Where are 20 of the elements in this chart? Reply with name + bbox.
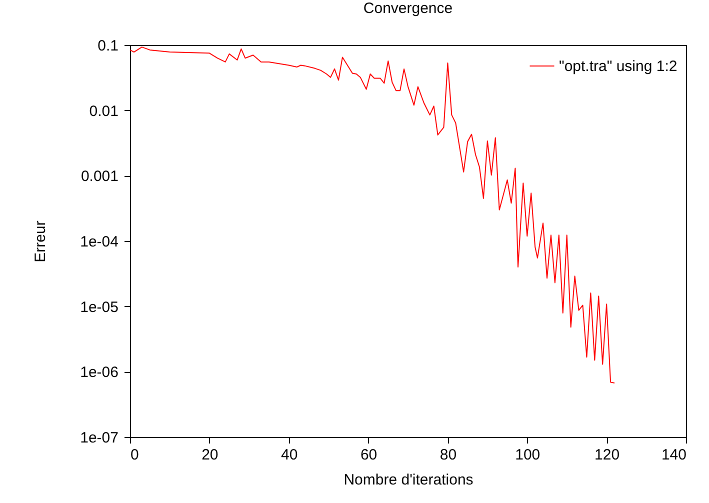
- x-tick-label: 20: [202, 446, 218, 464]
- x-tick-label: 40: [281, 446, 298, 464]
- legend-label: "opt.tra" using 1:2: [559, 58, 678, 75]
- y-tick-label: 1e-04: [80, 234, 118, 250]
- x-tick-label: 120: [594, 446, 620, 464]
- x-tick-label: 80: [440, 446, 457, 464]
- y-axis-title: Erreur: [32, 220, 50, 262]
- y-tick-label: 1e-06: [80, 364, 118, 382]
- y-tick-label: 0.001: [80, 168, 118, 186]
- x-tick-label: 140: [661, 446, 686, 464]
- y-tick-label: 0.01: [89, 102, 118, 120]
- x-tick-label: 0: [130, 446, 139, 464]
- x-tick-label: 60: [360, 446, 378, 464]
- y-tick-label: 0.1: [98, 38, 118, 54]
- y-tick-label: 1e-07: [80, 430, 118, 446]
- line-series: [130, 46, 616, 384]
- y-tick-label: 1e-05: [80, 298, 118, 316]
- x-axis-title: Nombre d'iterations: [344, 472, 474, 488]
- chart-title: Convergence: [363, 0, 453, 17]
- x-tick-label: 100: [515, 446, 540, 464]
